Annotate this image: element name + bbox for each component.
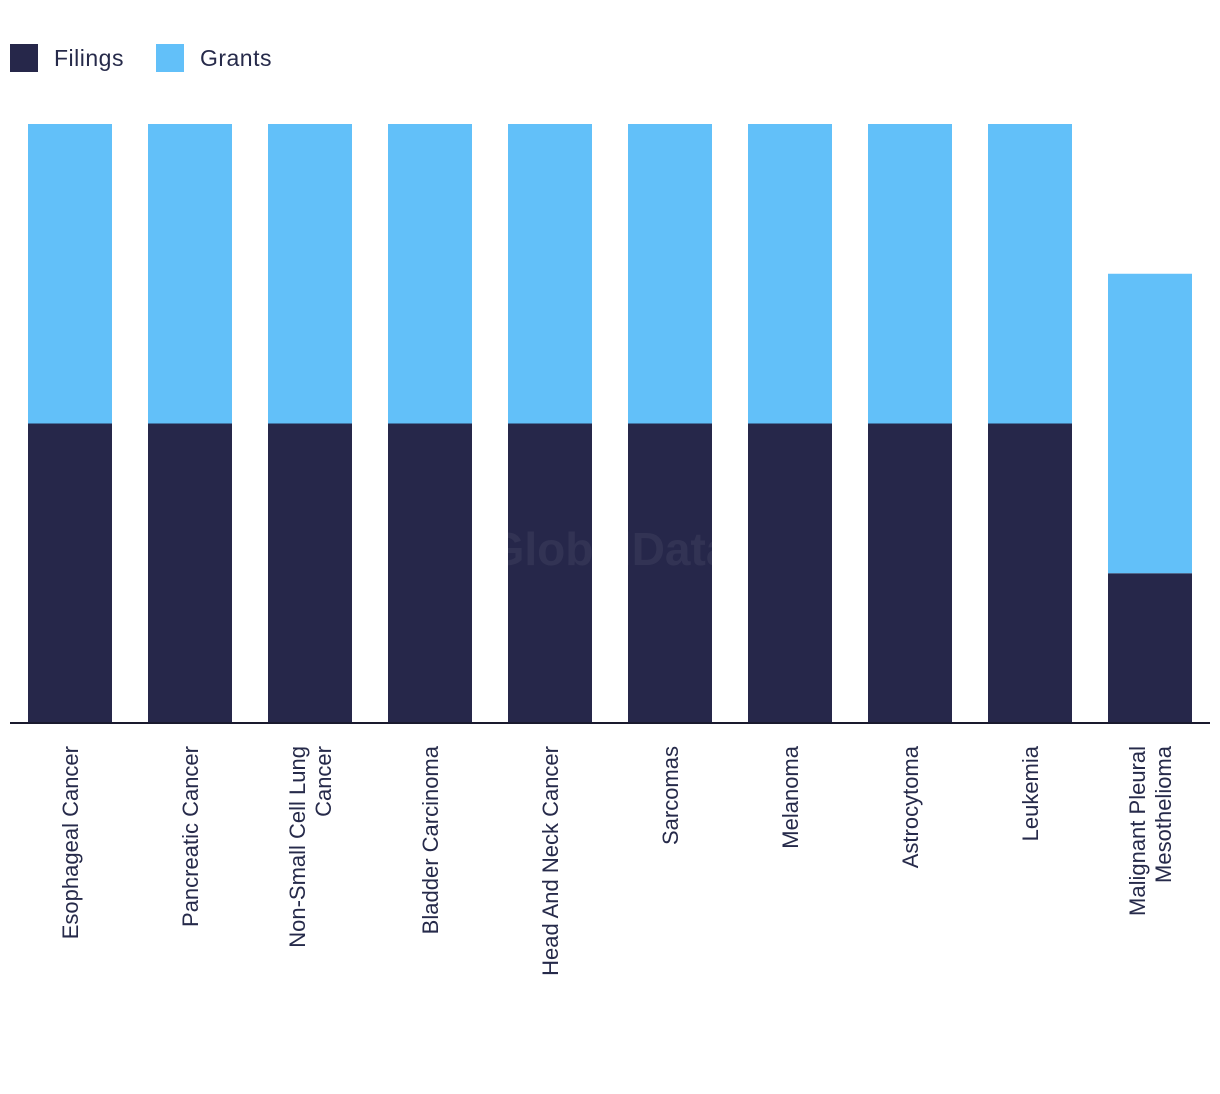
bar-grants-1[interactable] (148, 124, 232, 424)
x-tick-label-9: Malignant PleuralMesothelioma (1125, 745, 1176, 916)
x-tick-label-0: Esophageal Cancer (58, 746, 83, 939)
x-tick-label-3: Bladder Carcinoma (418, 745, 443, 934)
x-tick-label-line: Melanoma (778, 745, 803, 848)
bar-filings-4[interactable] (508, 423, 592, 724)
x-tick-label-line: Bladder Carcinoma (418, 745, 443, 934)
x-tick-label-6: Melanoma (778, 745, 803, 848)
bar-filings-2[interactable] (268, 423, 352, 724)
x-tick-label-line: Cancer (311, 746, 336, 817)
legend-swatch-filings (10, 44, 38, 72)
legend: Filings Grants (10, 44, 304, 72)
legend-label-filings: Filings (54, 44, 124, 71)
bar-grants-9[interactable] (1108, 273, 1192, 574)
legend-label-grants: Grants (199, 44, 272, 71)
legend-item-filings[interactable]: Filings (10, 44, 124, 72)
bar-grants-2[interactable] (268, 124, 352, 424)
x-tick-label-8: Leukemia (1018, 745, 1043, 841)
bar-filings-6[interactable] (748, 423, 832, 724)
bar-grants-5[interactable] (628, 124, 712, 424)
x-tick-labels: Esophageal Cancer Pancreatic Cancer Non-Sm… (58, 745, 1176, 976)
bar-filings-1[interactable] (148, 423, 232, 724)
x-tick-label-line: Non-Small Cell Lung (285, 746, 310, 948)
x-tick-label-7: Astrocytoma (898, 745, 923, 868)
bar-grants-3[interactable] (388, 124, 472, 424)
x-tick-label-5: Sarcomas (658, 746, 683, 845)
watermark-logo: GlobalData (489, 523, 732, 575)
x-tick-label-line: Malignant Pleural (1125, 746, 1150, 916)
bar-grants-4[interactable] (508, 124, 592, 424)
bar-filings-9[interactable] (1108, 573, 1192, 723)
bar-grants-7[interactable] (868, 124, 952, 424)
bar-filings-7[interactable] (868, 423, 952, 724)
x-tick-label-line: Leukemia (1018, 745, 1043, 841)
x-tick-label-line: Head And Neck Cancer (538, 746, 563, 976)
x-tick-label-line: Pancreatic Cancer (178, 746, 203, 927)
x-tick-label-2: Non-Small Cell LungCancer (285, 746, 336, 948)
x-tick-label-4: Head And Neck Cancer (538, 746, 563, 976)
x-tick-label-line: Esophageal Cancer (58, 746, 83, 939)
bar-filings-0[interactable] (28, 423, 112, 724)
bar-filings-8[interactable] (988, 423, 1072, 724)
legend-swatch-grants (155, 44, 184, 72)
bar-grants-0[interactable] (28, 124, 112, 424)
bars-layer (28, 124, 1192, 723)
x-tick-label-line: Mesothelioma (1151, 745, 1176, 883)
x-tick-label-line: Sarcomas (658, 746, 683, 845)
x-tick-label-line: Astrocytoma (898, 745, 923, 868)
bar-filings-3[interactable] (388, 423, 472, 724)
x-tick-label-1: Pancreatic Cancer (178, 746, 203, 927)
bar-grants-8[interactable] (988, 124, 1072, 424)
bar-filings-5[interactable] (628, 423, 712, 724)
legend-item-grants[interactable]: Grants (155, 44, 272, 72)
bar-grants-6[interactable] (748, 124, 832, 424)
